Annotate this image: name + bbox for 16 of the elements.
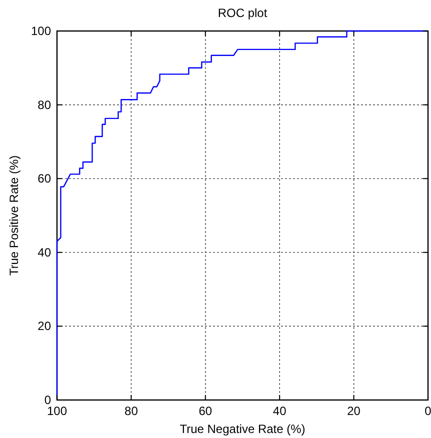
chart-title: ROC plot	[218, 6, 268, 20]
y-tick-label: 60	[38, 172, 52, 186]
y-tick-label: 80	[38, 98, 52, 112]
x-tick-label: 40	[272, 404, 287, 418]
x-tick-label: 80	[124, 404, 138, 418]
y-tick-label: 0	[44, 393, 52, 407]
x-tick-label: 60	[198, 404, 212, 418]
x-tick-label: 20	[347, 404, 361, 418]
line-series	[56, 30, 429, 401]
x-tick-label: 100	[46, 404, 68, 418]
y-tick-label: 20	[38, 319, 52, 334]
x-axis-title: True Negative Rate (%)	[180, 422, 306, 436]
y-tick-label: 40	[38, 245, 52, 260]
y-axis-title: True Positive Rate (%)	[7, 155, 21, 276]
x-tick-label: 0	[424, 404, 431, 418]
y-tick-label: 100	[30, 24, 52, 38]
